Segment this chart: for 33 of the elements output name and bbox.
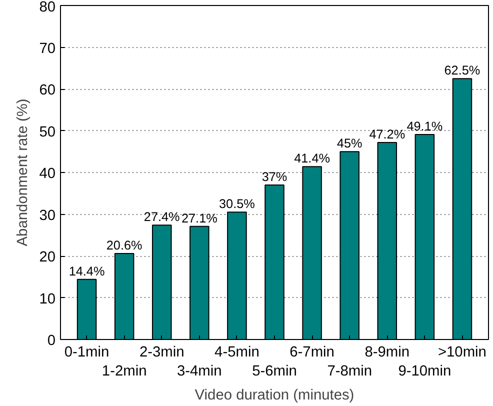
data-label: 14.4% bbox=[68, 264, 105, 278]
data-label: 30.5% bbox=[219, 197, 255, 212]
data-label: 47.2% bbox=[369, 127, 406, 142]
x-tick-label: 0-1min bbox=[64, 344, 110, 360]
y-tick-label: 50 bbox=[39, 124, 56, 140]
x-tick-label: >10min bbox=[438, 344, 486, 360]
x-tick-label: 3-4min bbox=[177, 364, 222, 380]
x-axis-title: Video duration (minutes) bbox=[194, 388, 354, 404]
x-tick-label: 6-7min bbox=[290, 344, 334, 360]
y-tick-label: 30 bbox=[39, 208, 56, 224]
data-label: 41.4% bbox=[294, 152, 330, 166]
data-label: 45% bbox=[336, 136, 362, 151]
y-tick-label: 60 bbox=[39, 82, 56, 98]
y-tick-label: 70 bbox=[39, 40, 56, 57]
data-label: 49.1% bbox=[406, 120, 443, 134]
data-label: 62.5% bbox=[444, 64, 480, 78]
y-tick-label: 20 bbox=[39, 250, 56, 266]
x-tick-label: 9-10min bbox=[398, 364, 452, 380]
data-label: 20.6% bbox=[106, 238, 142, 252]
data-label: 37% bbox=[262, 170, 288, 184]
y-axis-title: Abandonment rate (%) bbox=[15, 98, 32, 246]
y-tick-label: 0 bbox=[47, 333, 56, 349]
x-tick-label: 4-5min bbox=[214, 344, 260, 360]
y-tick-label: 40 bbox=[39, 166, 56, 182]
x-tick-label: 2-3min bbox=[139, 344, 184, 360]
x-tick-label: 8-9min bbox=[364, 344, 410, 360]
data-label: 27.1% bbox=[181, 211, 218, 226]
x-tick-label: 5-6min bbox=[252, 364, 297, 380]
y-tick-label: 10 bbox=[39, 291, 56, 308]
x-tick-label: 7-8min bbox=[327, 364, 372, 380]
data-label: 27.4% bbox=[144, 210, 180, 224]
x-tick-label: 1-2min bbox=[102, 364, 147, 380]
y-tick-label: 80 bbox=[39, 0, 56, 16]
